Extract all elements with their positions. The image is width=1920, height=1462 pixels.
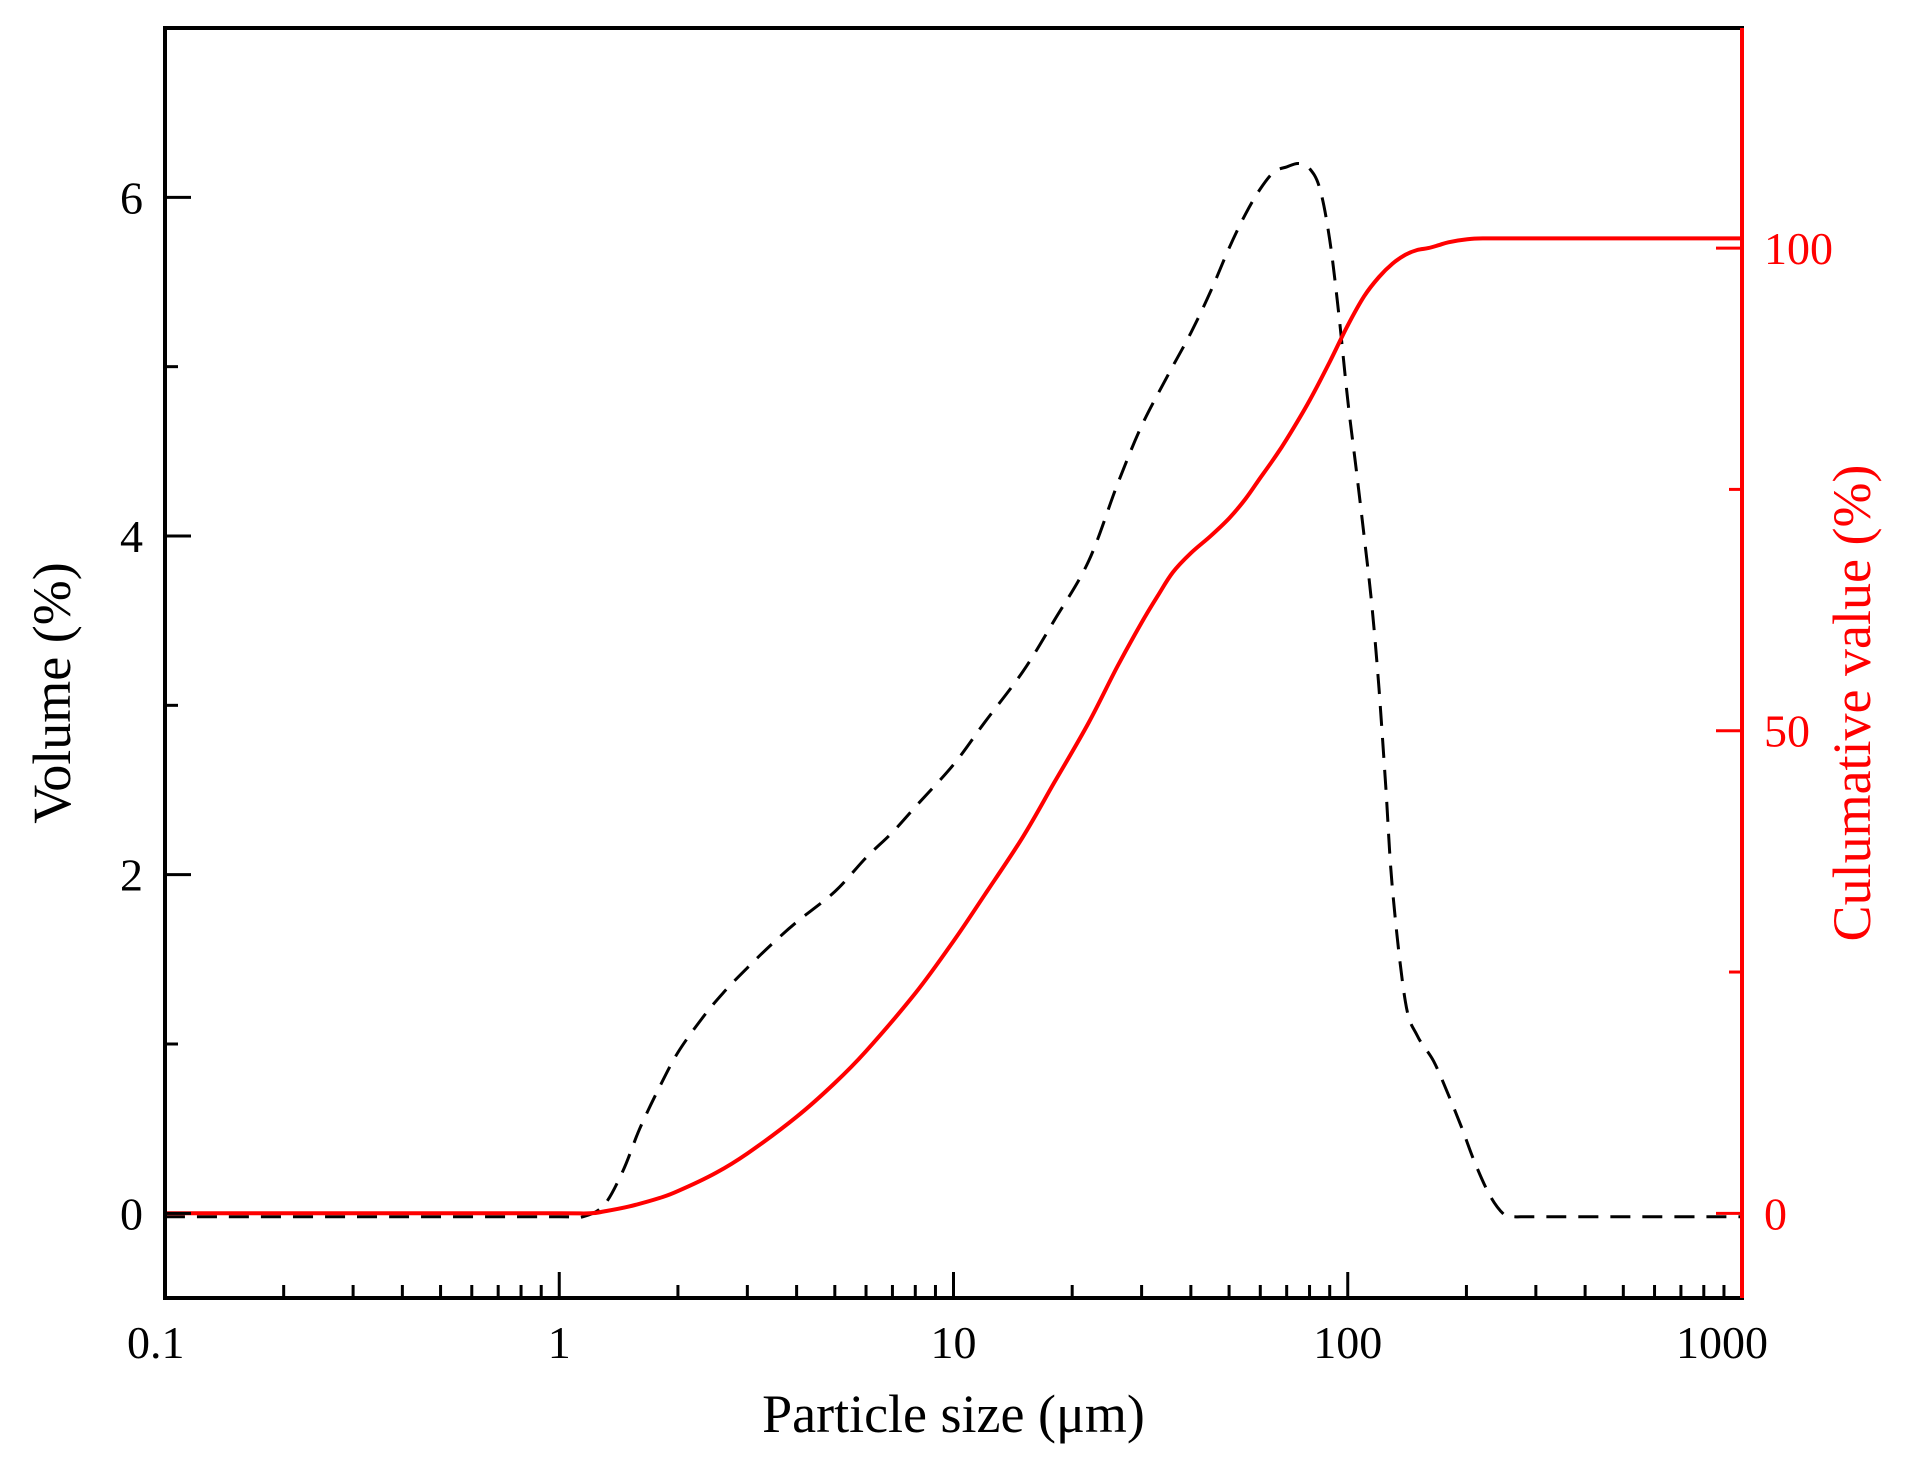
x-tick-label: 1 [548, 1317, 571, 1368]
x-tick-label: 1000 [1676, 1317, 1768, 1368]
y2-tick-label: 100 [1764, 223, 1833, 274]
cumulative-red-line [164, 236, 1742, 1216]
y-tick-label: 6 [120, 172, 143, 223]
y-tick-label: 0 [120, 1188, 143, 1239]
y-tick-label: 2 [120, 850, 143, 901]
x-axis-title: Particle size (μm) [762, 1384, 1145, 1444]
labels-layer: 0.1 1 10 100 1000 0 2 4 6 0 50 100 [120, 172, 1833, 1368]
series-layer [164, 161, 1742, 1220]
y2-tick-label: 50 [1764, 706, 1810, 757]
x-tick-label: 10 [931, 1317, 977, 1368]
volume-dashed-line [165, 161, 1742, 1220]
y-axis-title: Volume (%) [22, 562, 82, 823]
x-tick-label: 0.1 [127, 1317, 185, 1368]
y2-axis-title: Culumative value (%) [1822, 465, 1882, 942]
y2-tick-label: 0 [1764, 1188, 1787, 1239]
x-tick-label: 100 [1313, 1317, 1382, 1368]
y-tick-label: 4 [120, 511, 143, 562]
